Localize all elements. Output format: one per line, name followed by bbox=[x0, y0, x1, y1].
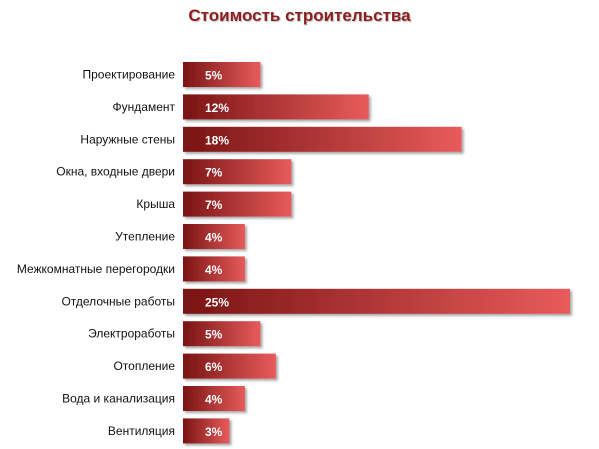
bar bbox=[183, 321, 261, 347]
value-label: 4% bbox=[205, 263, 223, 277]
bar bbox=[183, 224, 245, 249]
value-label: 3% bbox=[205, 425, 223, 439]
category-label: Отделочные работы bbox=[61, 294, 175, 308]
bars-group: Проектирование 5% Фундамент 12% Наружные сте… bbox=[17, 62, 570, 444]
category-label: Вода и канализация bbox=[62, 392, 175, 406]
category-label: Электроработы bbox=[88, 327, 175, 341]
bar bbox=[183, 353, 276, 379]
category-label: Фундамент bbox=[113, 100, 176, 114]
bar bbox=[183, 191, 292, 217]
bar bbox=[183, 126, 462, 152]
bar bbox=[183, 418, 230, 444]
value-label: 5% bbox=[205, 69, 223, 83]
bar bbox=[183, 386, 245, 411]
value-label: 18% bbox=[205, 133, 229, 147]
value-label: 7% bbox=[205, 166, 223, 180]
value-label: 5% bbox=[205, 328, 223, 342]
bar bbox=[183, 159, 292, 185]
category-label: Межкомнатные перегородки bbox=[17, 262, 175, 276]
category-label: Отопление bbox=[113, 359, 175, 373]
category-label: Проектирование bbox=[83, 68, 176, 82]
category-label: Окна, входные двери bbox=[56, 165, 175, 179]
category-label: Наружные стены bbox=[80, 132, 175, 146]
value-label: 4% bbox=[205, 393, 223, 407]
category-label: Крыша bbox=[136, 197, 175, 211]
value-label: 12% bbox=[205, 101, 229, 115]
value-label: 25% bbox=[205, 295, 229, 309]
value-label: 6% bbox=[205, 360, 223, 374]
value-label: 4% bbox=[205, 231, 223, 245]
value-label: 7% bbox=[205, 198, 223, 212]
bar bbox=[183, 94, 369, 120]
chart-title: Стоимость строительства bbox=[188, 6, 411, 25]
bar bbox=[183, 256, 245, 282]
bar bbox=[183, 288, 570, 314]
bar bbox=[183, 62, 261, 87]
category-label: Вентиляция bbox=[108, 424, 175, 438]
category-label: Утепление bbox=[115, 230, 175, 244]
